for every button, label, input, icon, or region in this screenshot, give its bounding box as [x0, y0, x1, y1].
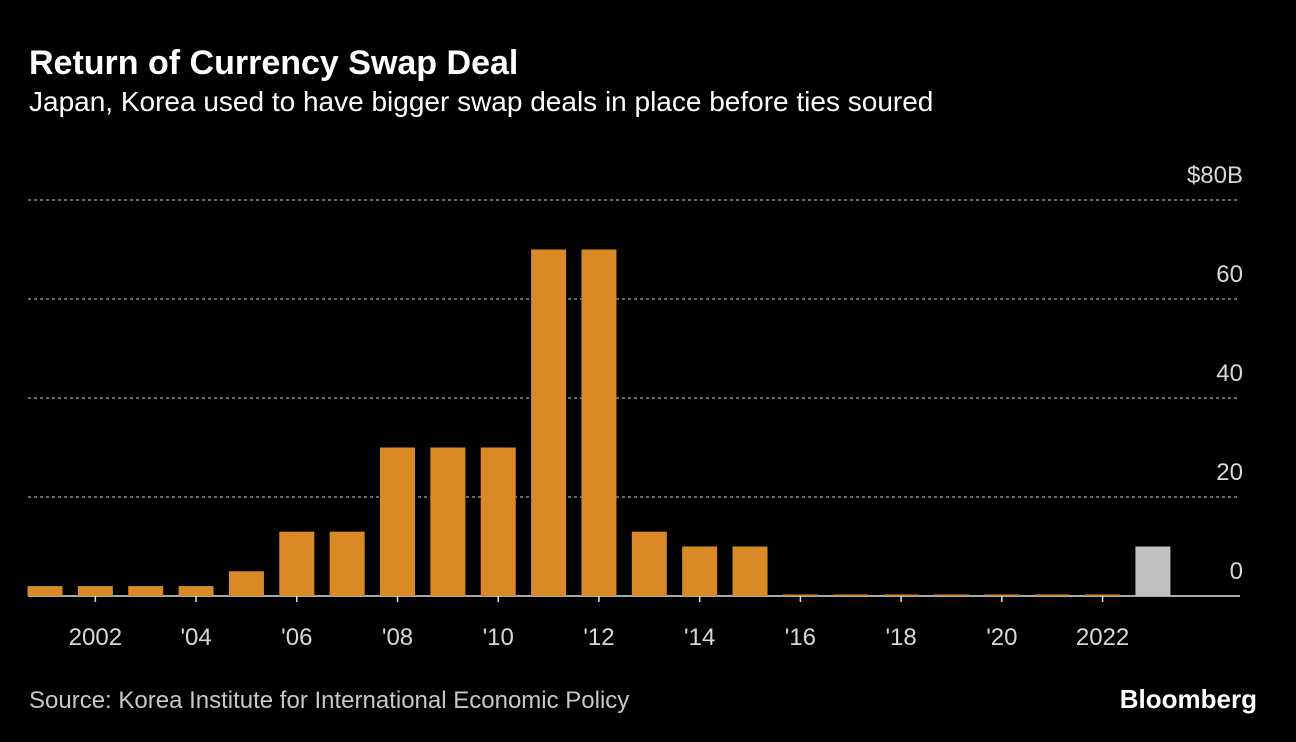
- bar: [228, 571, 264, 596]
- brand: Bloomberg: [1120, 684, 1257, 714]
- bar: [984, 594, 1020, 596]
- bar: [380, 447, 416, 596]
- bar: [480, 447, 516, 596]
- x-tick-label: '20: [986, 624, 1017, 651]
- bar: [833, 594, 869, 596]
- x-tick-label: '16: [785, 624, 816, 651]
- x-tick-label: '06: [281, 624, 312, 651]
- bar: [279, 531, 315, 596]
- y-tick-label: 20: [1216, 459, 1243, 486]
- bar: [1085, 594, 1121, 596]
- bar: [732, 546, 768, 596]
- x-tick-label: '10: [483, 624, 514, 651]
- x-tick-label: 2002: [69, 624, 122, 651]
- x-tick-label: '08: [382, 624, 413, 651]
- x-tick-label: 2022: [1076, 624, 1129, 651]
- bar: [531, 249, 567, 596]
- x-tick-label: '14: [684, 624, 715, 651]
- bar: [178, 586, 214, 596]
- bar: [682, 546, 718, 596]
- bar: [27, 586, 63, 596]
- bar: [1034, 594, 1070, 596]
- y-tick-label: $80B: [1187, 162, 1243, 189]
- y-tick-label: 40: [1216, 360, 1243, 387]
- y-tick-label: 0: [1230, 558, 1243, 585]
- y-tick-label: 60: [1216, 261, 1243, 288]
- source: Source: Korea Institute for Internationa…: [29, 687, 629, 714]
- bar: [329, 531, 365, 596]
- bar: [782, 594, 818, 596]
- bar: [631, 531, 667, 596]
- bar: [430, 447, 466, 596]
- bar: [77, 586, 113, 596]
- bar: [933, 594, 969, 596]
- x-tick-label: '18: [885, 624, 916, 651]
- bar: [581, 249, 617, 596]
- bar: [883, 594, 919, 596]
- x-tick-label: '04: [180, 624, 211, 651]
- bar: [1135, 546, 1171, 596]
- chart-subtitle: Japan, Korea used to have bigger swap de…: [29, 86, 933, 117]
- chart-title: Return of Currency Swap Deal: [29, 44, 518, 82]
- x-tick-label: '12: [583, 624, 614, 651]
- bar: [128, 586, 164, 596]
